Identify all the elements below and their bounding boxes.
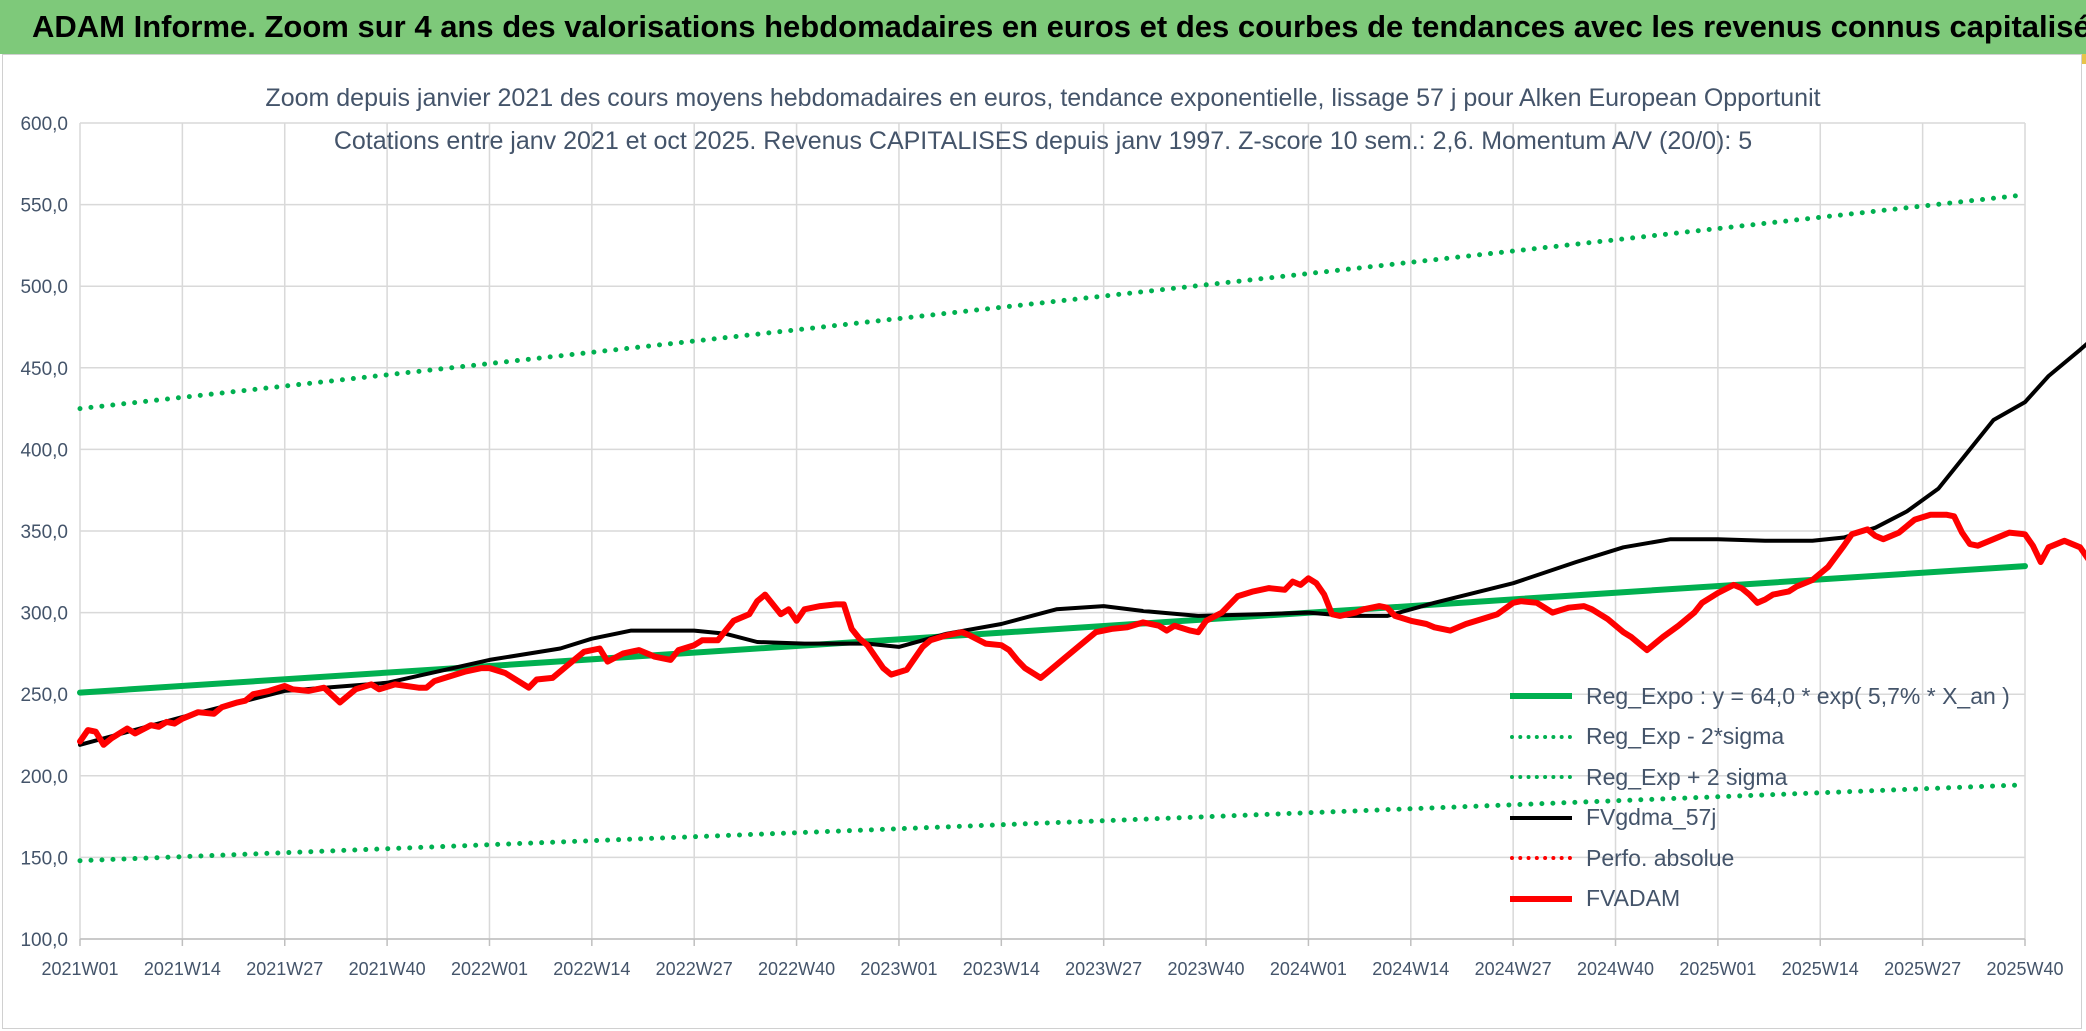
smoothed-line-series bbox=[78, 341, 2086, 747]
legend-item: Reg_Exp - 2*sigma bbox=[1510, 717, 2010, 758]
x-tick-label: 2024W27 bbox=[1475, 959, 1552, 979]
x-tick-label: 2021W14 bbox=[144, 959, 221, 979]
y-tick-label: 550,0 bbox=[20, 196, 68, 217]
x-tick-label: 2023W01 bbox=[860, 959, 937, 979]
chart-legend: Reg_Expo : y = 64,0 * exp( 5,7% * X_an )… bbox=[1510, 676, 2010, 919]
y-tick-label: 300,0 bbox=[20, 604, 68, 625]
legend-label: Perfo. absolue bbox=[1586, 844, 1735, 871]
y-tick-label: 250,0 bbox=[20, 685, 68, 706]
report-banner: ADAM Informe. Zoom sur 4 ans des valoris… bbox=[0, 0, 2086, 54]
legend-label: Reg_Exp + 2 sigma bbox=[1586, 763, 1788, 790]
legend-swatch bbox=[1510, 693, 1572, 700]
legend-label: Reg_Exp - 2*sigma bbox=[1586, 723, 1785, 750]
y-tick-label: 100,0 bbox=[20, 930, 68, 951]
x-tick-label: 2024W14 bbox=[1372, 959, 1449, 979]
x-tick-label: 2024W01 bbox=[1270, 959, 1347, 979]
chart-subtitle: Cotations entre janv 2021 et oct 2025. R… bbox=[333, 127, 1753, 155]
y-tick-label: 350,0 bbox=[20, 522, 68, 543]
x-tick-label: 2022W27 bbox=[656, 959, 733, 979]
y-tick-label: 200,0 bbox=[20, 767, 68, 788]
legend-label: FVADAM bbox=[1586, 885, 1681, 912]
x-tick-label: 2021W40 bbox=[349, 959, 426, 979]
legend-item: Reg_Exp + 2 sigma bbox=[1510, 757, 2010, 798]
legend-item: FVgdma_57j bbox=[1510, 798, 2010, 839]
y-tick-label: 600,0 bbox=[20, 114, 68, 135]
price-line-series bbox=[77, 511, 2086, 748]
x-tick-label: 2022W40 bbox=[758, 959, 835, 979]
y-tick-label: 450,0 bbox=[20, 359, 68, 380]
x-tick-label: 2023W27 bbox=[1065, 959, 1142, 979]
x-tick-label: 2025W27 bbox=[1884, 959, 1961, 979]
x-tick-label: 2025W14 bbox=[1782, 959, 1859, 979]
legend-swatch bbox=[1510, 856, 1572, 861]
x-tick-label: 2024W40 bbox=[1577, 959, 1654, 979]
report-title: ADAM Informe. Zoom sur 4 ans des valoris… bbox=[32, 9, 2086, 44]
x-tick-label: 2022W01 bbox=[451, 959, 528, 979]
y-tick-label: 400,0 bbox=[20, 440, 68, 461]
legend-swatch bbox=[1510, 734, 1572, 739]
y-tick-label: 500,0 bbox=[20, 277, 68, 298]
x-tick-label: 2023W40 bbox=[1168, 959, 1245, 979]
x-tick-label: 2021W27 bbox=[246, 959, 323, 979]
x-tick-label: 2025W40 bbox=[1986, 959, 2063, 979]
chart-title: Zoom depuis janvier 2021 des cours moyen… bbox=[265, 84, 1821, 112]
trend-line-series bbox=[77, 563, 2028, 696]
legend-swatch bbox=[1510, 895, 1572, 902]
legend-item: FVADAM bbox=[1510, 879, 2010, 920]
x-tick-label: 2021W01 bbox=[41, 959, 118, 979]
x-tick-label: 2023W14 bbox=[963, 959, 1040, 979]
y-tick-label: 150,0 bbox=[20, 848, 68, 869]
legend-label: FVgdma_57j bbox=[1586, 804, 1717, 831]
legend-swatch bbox=[1510, 815, 1572, 820]
upper-band-series bbox=[77, 192, 2028, 412]
legend-label: Reg_Expo : y = 64,0 * exp( 5,7% * X_an ) bbox=[1586, 682, 2010, 709]
legend-swatch bbox=[1510, 775, 1572, 780]
x-tick-label: 2025W01 bbox=[1679, 959, 1756, 979]
legend-item: Perfo. absolue bbox=[1510, 838, 2010, 879]
x-tick-label: 2022W14 bbox=[553, 959, 630, 979]
legend-item: Reg_Expo : y = 64,0 * exp( 5,7% * X_an ) bbox=[1510, 676, 2010, 717]
